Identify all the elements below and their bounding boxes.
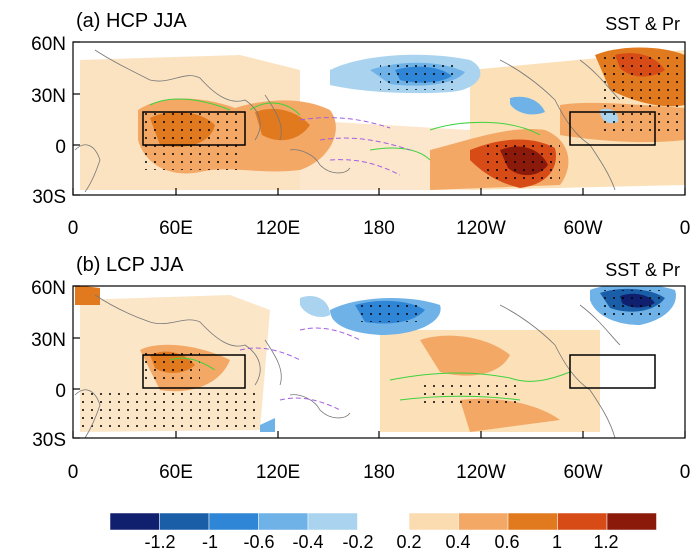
colorbar-label-pos-0.6: 0.6: [494, 532, 519, 552]
panel-b-xtick-0: 0: [68, 462, 79, 483]
panel-a: (a) HCP JJA SST & Pr 60N 30N 0 30S 0 60E…: [31, 10, 690, 239]
colorbar-label-pos-1.2: 1.2: [593, 532, 618, 552]
panel-a-xtick-0-end: 0: [680, 218, 691, 239]
colorbar-label-neg-0.6: -0.6: [243, 532, 274, 552]
panel-b-ytick-60n: 60N: [31, 278, 66, 299]
panel-b-title: (b) LCP JJA: [76, 254, 184, 276]
colorbar-label-neg-0.2: -0.2: [342, 532, 373, 552]
colorbar-positive-swatch-4: [606, 512, 657, 531]
panel-a-ytick-60n: 60N: [31, 34, 66, 55]
panel-a-xtick-60e: 60E: [159, 218, 193, 239]
colorbar-positive-swatch-0: [408, 512, 459, 531]
panel-b-xtick-60e: 60E: [159, 462, 193, 483]
colorbar-label-pos-1: 1: [552, 532, 562, 552]
panel-a-xtick-60w: 60W: [563, 218, 602, 239]
panel-a-box-atlantic: [569, 111, 656, 146]
colorbar-positive: [408, 512, 657, 531]
panel-a-xtick-180: 180: [363, 218, 395, 239]
colorbar-label-neg-0.4: -0.4: [292, 532, 323, 552]
panel-b-xtick-120e: 120E: [256, 462, 300, 483]
colorbar-positive-swatch-1: [458, 512, 509, 531]
colorbar-negative-swatch-4: [307, 512, 358, 531]
panel-b-ytick-0: 0: [55, 381, 66, 402]
colorbar-negative-swatch-3: [258, 512, 309, 531]
colorbar-label-pos-0.2: 0.2: [396, 532, 421, 552]
panel-a-xtick-120e: 120E: [256, 218, 300, 239]
panel-b-ytick-30n: 30N: [31, 330, 66, 351]
panel-b-xtick-120w: 120W: [456, 462, 506, 483]
colorbar-label-pos-0.4: 0.4: [445, 532, 470, 552]
panel-a-ytick-0: 0: [55, 137, 66, 158]
panel-b-xtick-180: 180: [363, 462, 395, 483]
panel-b-xtick-60w: 60W: [563, 462, 602, 483]
panel-a-ytick-30s: 30S: [32, 187, 66, 208]
panel-b-map: [74, 286, 676, 438]
panel-b-label: SST & Pr: [605, 260, 680, 280]
colorbar-label-neg-1.2: -1.2: [144, 532, 175, 552]
panel-b-box-atlantic: [569, 354, 656, 389]
panel-b-box-indian-ocean: [142, 354, 246, 389]
panel-a-label: SST & Pr: [605, 14, 680, 34]
panel-a-box-indian-ocean: [142, 111, 246, 146]
panel-a-xtick-0: 0: [68, 218, 79, 239]
panel-a-map: [74, 47, 685, 193]
colorbar-negative-swatch-2: [208, 512, 259, 531]
panel-b-ytick-30s: 30S: [32, 430, 66, 451]
colorbar-negative-swatch-1: [159, 512, 210, 531]
panel-a-title: (a) HCP JJA: [76, 10, 187, 32]
panel-b-xtick-0-end: 0: [680, 462, 691, 483]
panel-b: (b) LCP JJA SST & Pr 60N 30N 0 30S 0 60E…: [31, 254, 690, 483]
colorbar: -1.2 -1 -0.6 -0.4 -0.2 0.2 0.4 0.6 1 1.2: [109, 512, 657, 552]
colorbar-negative: [109, 512, 358, 531]
colorbar-positive-swatch-2: [507, 512, 558, 531]
colorbar-negative-swatch-0: [109, 512, 160, 531]
panel-a-ytick-30n: 30N: [31, 86, 66, 107]
colorbar-positive-swatch-3: [557, 512, 608, 531]
colorbar-label-neg-1: -1: [202, 532, 218, 552]
panel-a-xtick-120w: 120W: [456, 218, 506, 239]
